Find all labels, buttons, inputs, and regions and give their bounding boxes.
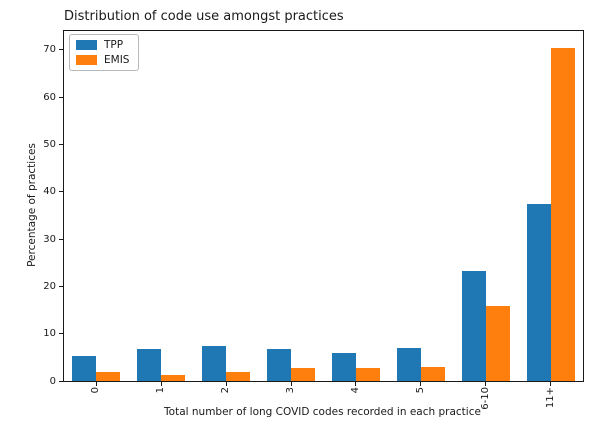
y-tick-mark [59,96,63,98]
y-tick-mark [59,191,63,193]
y-tick-label: 40 [43,186,56,198]
x-tick-mark [290,382,292,386]
chart-title: Distribution of code use amongst practic… [64,9,344,24]
bar-emis-3 [291,367,316,381]
legend-item-tpp: TPP [76,39,129,51]
bar-tpp-5 [396,347,421,381]
bar-tpp-11+ [526,203,551,381]
bar-emis-0 [96,372,121,381]
y-tick-mark [59,333,63,335]
y-tick-mark [59,49,63,51]
y-tick-label: 0 [49,375,56,387]
x-tick-mark [420,382,422,386]
x-tick-label: 0 [90,387,102,394]
y-tick-label: 70 [43,44,56,56]
x-tick-label: 1 [155,387,167,394]
y-tick-label: 10 [43,328,56,340]
y-tick-label: 20 [43,280,56,292]
legend-swatch-tpp [76,40,97,50]
x-tick-label: 3 [285,387,297,394]
bar-emis-11+ [550,47,575,381]
x-tick-label: 2 [220,387,232,394]
x-tick-mark [355,382,357,386]
y-tick-label: 60 [43,91,56,103]
x-tick-mark [95,382,97,386]
bar-emis-5 [420,366,445,381]
x-tick-mark [550,382,552,386]
bar-tpp-1 [137,348,162,381]
x-tick-mark [485,382,487,386]
y-tick-mark [59,380,63,382]
legend-label: TPP [104,39,124,51]
bar-emis-1 [161,374,186,381]
bar-tpp-0 [72,355,97,381]
x-axis-label: Total number of long COVID codes recorde… [164,406,481,418]
x-tick-mark [160,382,162,386]
y-tick-label: 30 [43,233,56,245]
x-tick-label: 4 [349,387,361,394]
bar-emis-6-10 [485,305,510,381]
x-tick-label: 5 [414,387,426,394]
x-tick-label: 11+ [544,387,556,409]
y-tick-label: 50 [43,139,56,150]
x-tick-mark [225,382,227,386]
bar-emis-4 [355,367,380,381]
y-axis-label: Percentage of practices [26,143,38,267]
legend-item-emis: EMIS [76,54,129,66]
bar-tpp-6-10 [461,271,486,381]
plot-area: 0 10 20 30 40 50 60 70 0 1 2 3 4 5 6-10 11+ TPP EMIS [43,30,584,410]
y-tick-mark [59,285,63,287]
bar-tpp-3 [267,348,292,381]
bar-tpp-4 [331,352,356,381]
legend-label: EMIS [104,54,130,66]
bar-tpp-2 [202,346,227,381]
bar-emis-2 [226,371,251,381]
y-tick-mark [59,144,63,145]
legend-swatch-emis [76,55,97,65]
legend: TPP EMIS [69,34,140,71]
y-tick-mark [59,238,63,240]
